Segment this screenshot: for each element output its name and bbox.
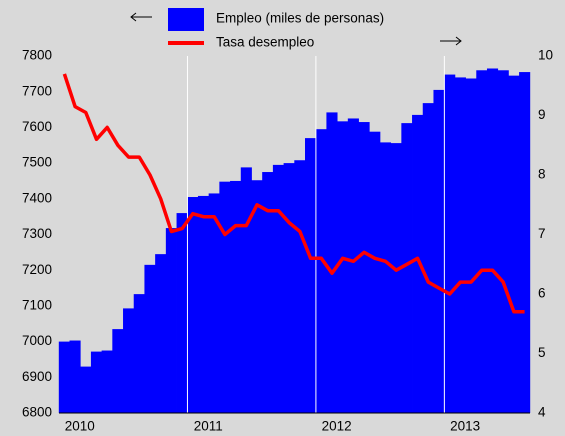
y-tick-label: 7700 (22, 83, 52, 98)
bar (165, 228, 177, 413)
bar (508, 75, 520, 413)
right-axis-arrow-head (455, 36, 462, 46)
bar (262, 172, 274, 413)
bar (497, 70, 509, 413)
y-tick-label: 7600 (22, 119, 52, 134)
bar (69, 340, 81, 413)
bar (101, 350, 113, 413)
bar (219, 181, 231, 413)
bar (272, 164, 284, 413)
y2-tick-label: 5 (538, 345, 546, 360)
bar (433, 89, 445, 413)
bar (444, 74, 456, 414)
bar (240, 167, 252, 413)
bar (454, 77, 466, 414)
y2-tick-label: 10 (538, 48, 553, 63)
bar (326, 112, 338, 413)
bar (337, 121, 349, 414)
bar (519, 72, 531, 413)
bar (58, 341, 70, 413)
y-tick-label: 7300 (22, 226, 52, 241)
y2-tick-label: 9 (538, 107, 546, 122)
bar (379, 142, 392, 414)
legend-swatch (168, 8, 204, 31)
bar (358, 122, 370, 414)
y-tick-label: 6900 (22, 369, 52, 384)
bar (422, 103, 434, 414)
bar (465, 78, 477, 413)
bar (369, 131, 381, 413)
bar (187, 197, 199, 413)
y-tick-label: 6800 (22, 405, 52, 420)
y2-tick-label: 7 (538, 226, 546, 241)
y-tick-label: 7100 (22, 297, 52, 312)
bar (133, 294, 145, 413)
y2-tick-label: 8 (538, 167, 546, 182)
bar (123, 308, 135, 413)
x-tick-label: 2013 (450, 419, 480, 434)
bar (155, 254, 167, 413)
bar (230, 180, 242, 413)
y-tick-label: 7800 (22, 48, 52, 63)
bar (294, 160, 306, 413)
bar (315, 129, 327, 413)
bar (401, 123, 413, 413)
y-tick-label: 7200 (22, 262, 52, 277)
bar (197, 195, 210, 413)
y-tick-label: 7400 (22, 190, 52, 205)
line (62, 73, 525, 314)
bar (80, 366, 92, 413)
bar (390, 143, 402, 413)
bar (251, 180, 263, 413)
y-tick-label: 7000 (22, 333, 52, 348)
bar (305, 138, 317, 414)
x-tick-label: 2011 (194, 419, 223, 434)
y2-tick-label: 4 (538, 405, 546, 420)
legend-label: Tasa desempleo (216, 35, 314, 50)
bar (176, 213, 188, 413)
x-tick-label: 2010 (65, 419, 95, 434)
bar (476, 70, 488, 413)
bar (144, 264, 156, 413)
bar (208, 193, 220, 413)
y2-tick-label: 6 (538, 286, 546, 301)
left-axis-arrow-head (130, 12, 137, 22)
y-tick-label: 7500 (22, 155, 52, 170)
bar (412, 114, 424, 413)
bar (283, 163, 295, 413)
bar (112, 329, 124, 413)
bar (486, 68, 499, 414)
bar (90, 351, 103, 413)
legend-label: Empleo (miles de personas) (216, 11, 384, 26)
x-tick-label: 2012 (322, 419, 352, 434)
bar (347, 118, 359, 413)
